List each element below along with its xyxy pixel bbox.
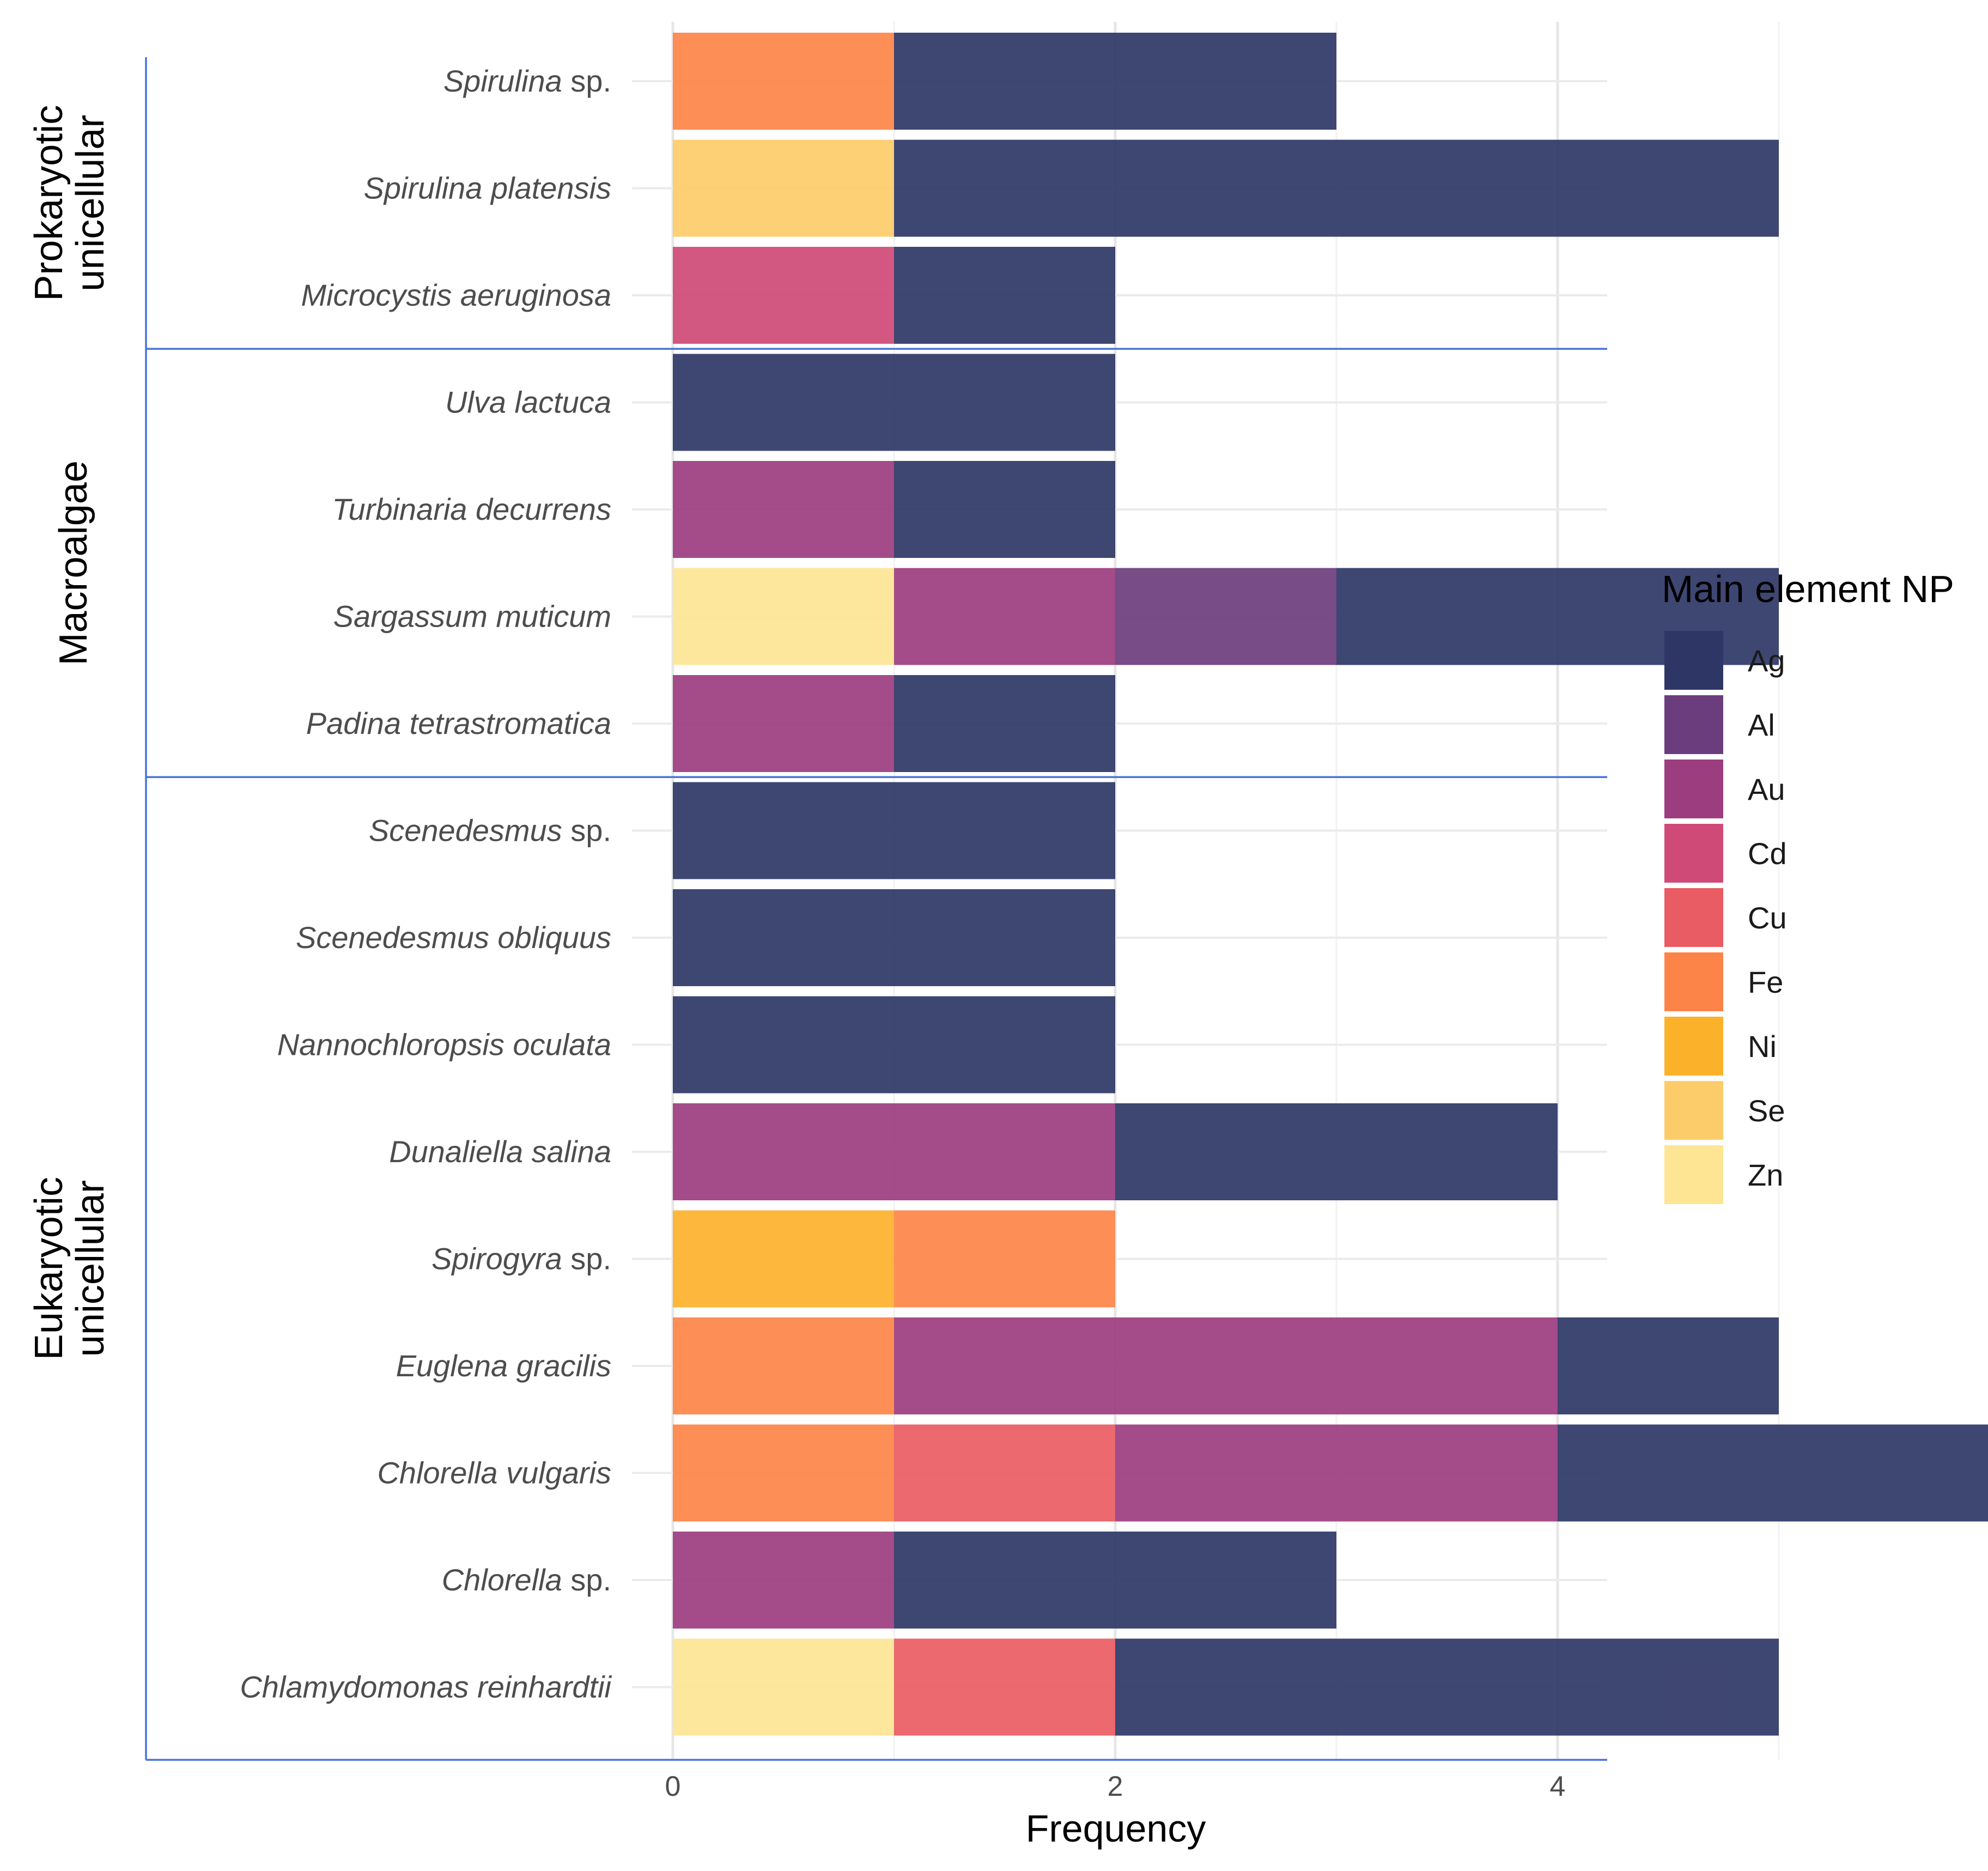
species-label: Microcystis aeruginosa	[301, 278, 611, 312]
legend-label: Fe	[1748, 965, 1783, 999]
bar-segment-ag	[894, 247, 1115, 344]
bar-segment-ag	[894, 461, 1115, 558]
bar-segment-fe	[673, 33, 894, 130]
bar-segment-ni	[673, 1210, 894, 1308]
species-label: Spirogyra sp.	[431, 1242, 611, 1276]
bar-segment-ag	[1558, 1424, 1988, 1522]
bar-segment-cu	[894, 1424, 1115, 1522]
group-divider-lines	[145, 57, 1607, 1761]
legend-label: Cd	[1748, 836, 1787, 871]
bar-segment-cd	[673, 247, 894, 344]
bar-segment-ag	[894, 675, 1115, 772]
bar-segment-au	[673, 1103, 1115, 1200]
legend: Main element NP Ag Al Au Cd Cu Fe Ni Se Zn	[1662, 568, 1954, 1204]
species-label: Chlamydomonas reinhardtii	[240, 1670, 612, 1704]
x-tick-label: 4	[1550, 1771, 1566, 1802]
species-label: Nannochloropsis oculata	[277, 1028, 611, 1062]
bar-segment-au	[673, 675, 894, 772]
bar-segment-fe	[673, 1317, 894, 1414]
species-label: Scenedesmus obliquus	[296, 920, 611, 955]
legend-label: Au	[1748, 772, 1785, 806]
group-label: Eukaryoticunicellular	[27, 1177, 112, 1360]
x-axis-title: Frequency	[1026, 1807, 1206, 1850]
bar-segment-ag	[1115, 1638, 1779, 1736]
x-tick-labels: 02468	[665, 1771, 1566, 1802]
legend-label: Zn	[1748, 1158, 1783, 1192]
bar-segment-au	[673, 1532, 894, 1629]
legend-key-fe	[1664, 952, 1723, 1011]
bars	[673, 33, 1988, 1736]
legend-key-cd	[1664, 824, 1723, 883]
bar-segment-ag	[673, 889, 1115, 986]
species-label: Padina tetrastromatica	[306, 706, 611, 740]
legend-label: Se	[1748, 1094, 1785, 1128]
bar-segment-au	[673, 461, 894, 558]
legend-label: Al	[1748, 708, 1775, 742]
group-label: Prokaryoticunicellular	[27, 105, 112, 301]
group-labels: Prokaryoticunicellular Macroalgae Eukaryot…	[27, 105, 112, 1360]
bar-segment-al	[1115, 568, 1336, 665]
bar-segment-au	[894, 568, 1115, 665]
bar-segment-zn	[673, 1638, 894, 1736]
legend-key-al	[1664, 695, 1723, 754]
bar-segment-ag	[673, 996, 1115, 1094]
species-label: Euglena gracilis	[396, 1348, 611, 1383]
bar-segment-fe	[894, 1210, 1115, 1308]
bar-segment-fe	[673, 1424, 894, 1522]
species-label: Chlorella vulgaris	[377, 1456, 611, 1490]
legend-key-se	[1664, 1081, 1723, 1140]
bar-segment-ag	[673, 354, 1115, 451]
species-label: Ulva lactuca	[445, 385, 611, 420]
species-label: Turbinaria decurrens	[332, 492, 611, 526]
group-label: Macroalgae	[52, 460, 95, 665]
legend-label: Ni	[1748, 1029, 1777, 1064]
bar-segment-ag	[1115, 1103, 1558, 1200]
x-tick-label: 0	[665, 1771, 681, 1802]
bar-segment-ag	[673, 782, 1115, 879]
x-tick-label: 2	[1108, 1771, 1123, 1802]
bar-segment-au	[1115, 1424, 1558, 1522]
bar-segment-au	[894, 1317, 1558, 1414]
legend-title: Main element NP	[1662, 568, 1954, 610]
legend-key-zn	[1664, 1145, 1723, 1204]
legend-key-ag	[1664, 631, 1723, 690]
legend-key-cu	[1664, 888, 1723, 947]
legend-label: Cu	[1748, 901, 1787, 935]
species-label: Scenedesmus sp.	[369, 813, 611, 848]
species-label: Dunaliella salina	[389, 1134, 611, 1169]
legend-key-ni	[1664, 1017, 1723, 1076]
species-label: Chlorella sp.	[442, 1563, 611, 1597]
species-labels: Spirulina sp. Spirulina platensis Microcys…	[240, 64, 612, 1704]
bar-segment-ag	[894, 1532, 1336, 1629]
legend-label: Ag	[1748, 643, 1785, 678]
legend-key-au	[1664, 760, 1723, 818]
species-label: Spirulina sp.	[443, 64, 611, 98]
bar-segment-ag	[894, 139, 1779, 237]
species-label: Sargassum muticum	[333, 599, 611, 634]
bar-segment-cu	[894, 1638, 1115, 1736]
bar-segment-se	[673, 139, 894, 237]
bar-segment-zn	[673, 568, 894, 665]
bar-segment-ag	[1558, 1317, 1779, 1414]
bar-segment-ag	[894, 33, 1336, 130]
species-label: Spirulina platensis	[364, 171, 611, 205]
